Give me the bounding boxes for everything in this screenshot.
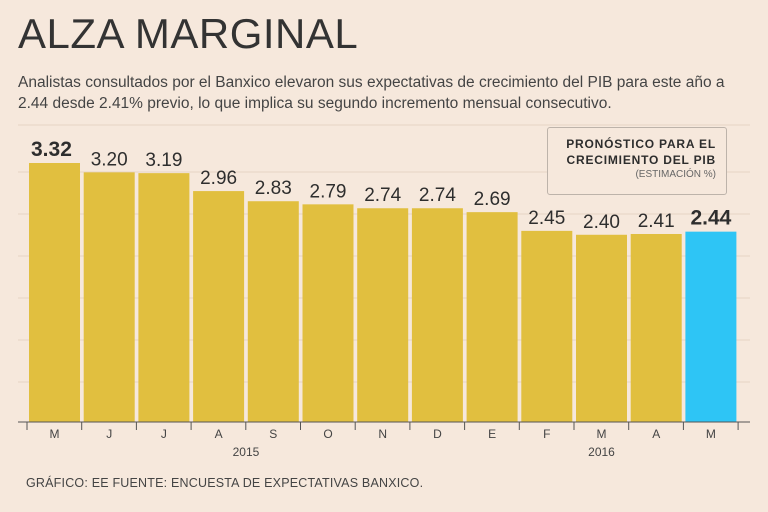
x-tick-label: J <box>106 427 112 441</box>
bar <box>247 201 299 422</box>
bar <box>466 212 518 422</box>
bar <box>302 204 354 422</box>
chart-legend-box: PRONÓSTICO PARA EL CRECIMIENTO DEL PIB (… <box>547 127 727 195</box>
bar-value-label: 2.45 <box>528 208 565 229</box>
bar-value-label: 2.74 <box>419 185 456 206</box>
x-tick-label: A <box>215 427 223 441</box>
x-axis: M J J A S O N D E F M A M 2015 2016 <box>18 421 750 459</box>
x-tick-label: S <box>269 427 277 441</box>
x-tick-label: F <box>543 427 550 441</box>
bar-value-label: 3.32 <box>31 138 72 161</box>
x-tick-label: J <box>161 427 167 441</box>
bar <box>357 208 409 422</box>
bar-value-label: 2.79 <box>310 181 347 202</box>
x-tick-label: A <box>652 427 660 441</box>
legend-line-1: PRONÓSTICO PARA EL <box>566 137 716 151</box>
bar-value-label: 2.74 <box>364 185 401 206</box>
bar-value-label: 2.41 <box>638 211 675 232</box>
bar-value-label: 3.19 <box>145 150 182 171</box>
page-subtitle: Analistas consultados por el Banxico ele… <box>18 74 725 112</box>
bar-value-label: 2.44 <box>690 207 731 230</box>
x-tick-label: N <box>378 427 387 441</box>
bar-value-label: 2.83 <box>255 178 292 199</box>
bar <box>630 233 682 422</box>
page-title: ALZA MARGINAL <box>18 10 359 57</box>
bar-value-label: 2.96 <box>200 168 237 189</box>
bar-value-label: 3.20 <box>91 149 128 170</box>
bar-value-label: 2.69 <box>474 189 511 210</box>
bar <box>576 234 627 422</box>
legend-line-2: CRECIMIENTO DEL PIB <box>566 153 716 167</box>
source-footer: GRÁFICO: EE FUENTE: ENCUESTA DE EXPECTAT… <box>26 476 424 490</box>
bar <box>193 191 245 422</box>
x-tick-label: E <box>488 427 496 441</box>
x-tick-label: M <box>50 427 60 441</box>
year-group-label: 2016 <box>588 445 615 459</box>
x-tick-label: M <box>706 427 716 441</box>
bar <box>138 173 190 422</box>
legend-line-3: (ESTIMACIÓN %) <box>635 169 716 180</box>
x-tick-label: O <box>323 427 332 441</box>
x-tick-label: M <box>597 427 607 441</box>
bar <box>83 172 135 422</box>
year-group-label: 2015 <box>233 445 260 459</box>
bar <box>29 163 80 422</box>
x-tick-label: D <box>433 427 442 441</box>
bar <box>521 230 573 422</box>
bar <box>685 231 737 422</box>
bar <box>411 208 463 422</box>
value-labels: 3.32 3.20 3.19 2.96 2.83 2.79 2.74 2.74 2.69 2.45… <box>31 138 732 233</box>
bars <box>29 163 737 422</box>
bar-value-label: 2.40 <box>583 212 620 233</box>
